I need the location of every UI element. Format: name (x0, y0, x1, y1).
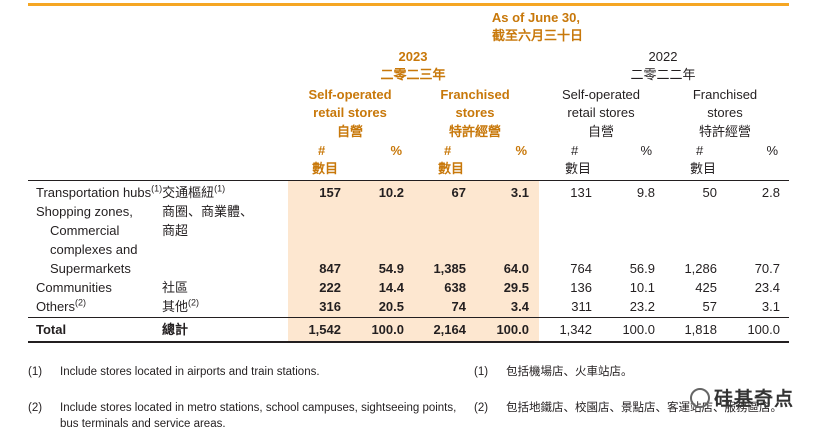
total-cell: 1,342 (559, 322, 592, 337)
num-header-fr-2022-zh: 數目 (690, 161, 717, 176)
row-label-communities-zh: 社區 (162, 280, 189, 295)
cell: 9.8 (636, 185, 655, 200)
cell: 3.1 (761, 299, 780, 314)
total-cell: 100.0 (747, 322, 780, 337)
total-cell: 1,818 (684, 322, 717, 337)
num-header-fr-2023: # (444, 143, 452, 158)
self-operated-header-2023: Self-operated (308, 87, 392, 102)
year-2023: 2023 (398, 49, 428, 64)
cell: 764 (570, 261, 592, 276)
footnote-2-text-l1: Include stores located in metro stations… (60, 402, 457, 414)
cell: 316 (319, 299, 341, 314)
total-top-rule (28, 317, 789, 318)
self-operated-header-2022-l2: retail stores (567, 105, 635, 120)
self-operated-header-2022: Self-operated (561, 87, 641, 102)
self-operated-header-2023-zh: 自營 (336, 124, 364, 139)
total-bottom-rule (28, 341, 789, 343)
cell: 10.2 (378, 185, 404, 200)
total-label: Total (36, 322, 67, 337)
franchised-header-2023-zh: 特許經營 (448, 124, 502, 139)
pct-header-self-2022: % (640, 143, 652, 158)
cell: 54.9 (378, 261, 404, 276)
pct-header-fr-2022: % (766, 143, 778, 158)
cell: 23.2 (629, 299, 655, 314)
as-of-label: As of June 30, (491, 10, 580, 25)
highlight-2023-columns (288, 181, 539, 343)
cell: 50 (702, 185, 717, 200)
cell: 157 (319, 185, 341, 200)
num-header-self-2023-zh: 數目 (312, 161, 339, 176)
cell: 67 (451, 185, 466, 200)
num-header-self-2022-zh: 數目 (565, 161, 592, 176)
cell: 70.7 (754, 261, 780, 276)
footnote-2-mark: (2) (28, 402, 43, 414)
pct-header-fr-2023: % (515, 143, 527, 158)
row-label-others: Others(2) (36, 297, 87, 314)
cell: 3.4 (510, 299, 529, 314)
pct-header-self-2023: % (390, 143, 402, 158)
footnote-2-mark-zh: (2) (474, 402, 489, 414)
cell: 311 (571, 299, 592, 314)
footnote-1-mark: (1) (28, 366, 43, 378)
cell: 56.9 (629, 261, 655, 276)
header-rule (28, 180, 789, 181)
footnote-2-text-zh: 包括地鐵店、校園店、景點店、客運站店、服務區店。 (506, 402, 782, 414)
year-2023-zh: 二零二三年 (380, 67, 446, 82)
cell: 29.5 (503, 280, 529, 295)
row-label-shopping-l2: Commercial (50, 223, 120, 238)
num-header-fr-2023-zh: 數目 (438, 161, 465, 176)
row-label-transportation: Transportation hubs(1)交通樞紐(1) (36, 183, 226, 200)
franchised-header-2022-zh: 特許經營 (698, 124, 752, 139)
total-cell: 2,164 (433, 322, 466, 337)
row-label-shopping-zh-l1: 商圈、商業體、 (162, 204, 254, 219)
num-header-self-2023: # (318, 143, 326, 158)
cell: 1,286 (684, 261, 717, 276)
num-header-fr-2022: # (696, 143, 704, 158)
franchised-header-2022: Franchised (692, 87, 758, 102)
cell: 425 (695, 280, 717, 295)
cell: 3.1 (510, 185, 529, 200)
as-of-label-zh: 截至六月三十日 (491, 28, 583, 43)
watermark-logo-icon (690, 388, 710, 408)
cell: 1,385 (433, 261, 466, 276)
franchised-header-2023: Franchised (440, 87, 510, 102)
cell: 74 (451, 299, 466, 314)
cell: 2.8 (761, 185, 780, 200)
total-label-zh: 總計 (162, 322, 189, 337)
franchised-header-2023-l2: stores (455, 105, 495, 120)
cell: 638 (444, 280, 466, 295)
cell: 131 (570, 185, 592, 200)
cell: 20.5 (378, 299, 404, 314)
cell: 64.0 (503, 261, 529, 276)
footnote-2-text-l2: bus terminals and service areas. (60, 418, 226, 430)
row-label-shopping-l1: Shopping zones, (36, 204, 133, 219)
row-label-shopping-zh-l2: 商超 (162, 223, 189, 238)
row-label-others-zh: 其他(2) (162, 297, 200, 314)
footnote-1-text-zh: 包括機場店、火車站店。 (506, 366, 633, 378)
cell: 136 (570, 280, 592, 295)
year-2022: 2022 (648, 49, 678, 64)
franchised-header-2022-l2: stores (707, 105, 743, 120)
self-operated-header-2023-l2: retail stores (313, 105, 387, 120)
total-cell: 100.0 (371, 322, 404, 337)
row-label-shopping-l4: Supermarkets (50, 261, 131, 276)
cell: 222 (319, 280, 341, 295)
footnote-1-text: Include stores located in airports and t… (60, 366, 320, 378)
cell: 57 (702, 299, 717, 314)
top-accent-bar (28, 3, 789, 6)
cell: 847 (319, 261, 341, 276)
watermark: 硅基奇点 (714, 389, 795, 410)
total-cell: 100.0 (622, 322, 655, 337)
row-label-communities: Communities (36, 280, 112, 295)
row-label-shopping-l3: complexes and (50, 242, 138, 257)
num-header-self-2022: # (571, 143, 579, 158)
year-2022-zh: 二零二二年 (630, 67, 696, 82)
self-operated-header-2022-zh: 自營 (587, 124, 615, 139)
total-cell: 1,542 (308, 322, 341, 337)
cell: 23.4 (754, 280, 780, 295)
cell: 14.4 (378, 280, 404, 295)
footnote-1-mark-zh: (1) (474, 366, 489, 378)
total-cell: 100.0 (496, 322, 529, 337)
cell: 10.1 (629, 280, 655, 295)
